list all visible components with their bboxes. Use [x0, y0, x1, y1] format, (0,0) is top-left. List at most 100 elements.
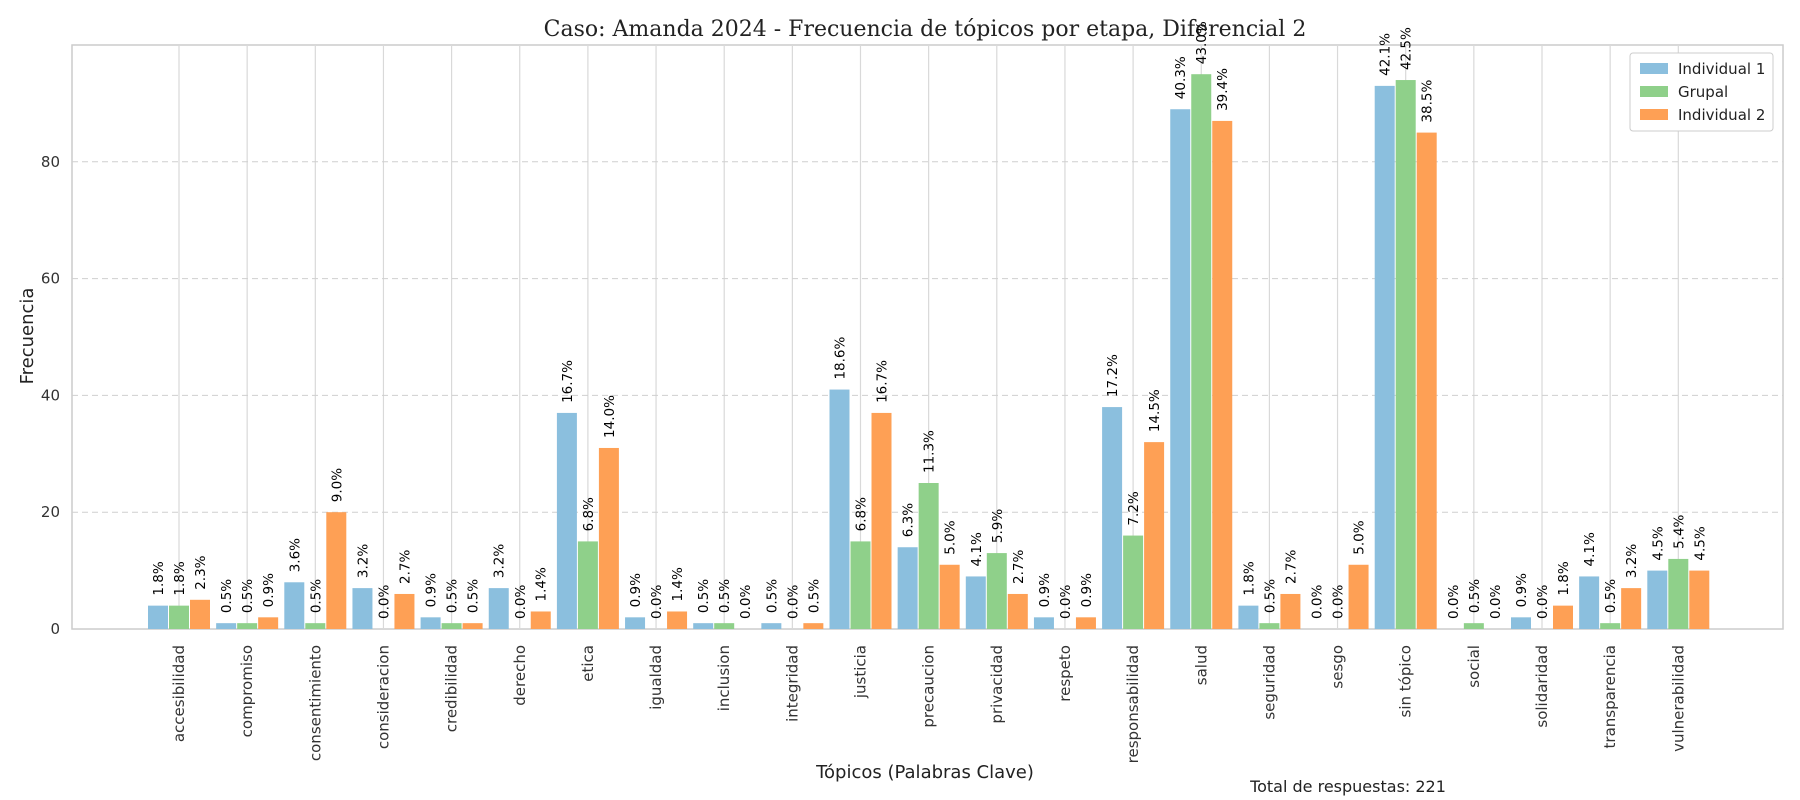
chart-title: Caso: Amanda 2024 - Frecuencia de tópico… — [544, 17, 1307, 42]
bar-percent-label: 3.2% — [492, 544, 508, 578]
bar-percent-label: 4.1% — [969, 532, 985, 566]
bar-percent-label: 38.5% — [1420, 80, 1436, 123]
bar-percent-label: 6.8% — [854, 497, 870, 531]
bar-percent-label: 0.9% — [1514, 573, 1530, 607]
bar-percent-label: 0.5% — [308, 579, 324, 613]
bar — [441, 623, 462, 629]
bar — [965, 576, 986, 629]
x-tick-label: etica — [579, 645, 597, 682]
bar — [284, 582, 305, 629]
y-tick-label: 60 — [41, 270, 60, 288]
bar — [1075, 617, 1096, 629]
bar-percent-label: 0.0% — [1535, 585, 1551, 619]
bar-percent-label: 5.0% — [1352, 520, 1368, 554]
bar-percent-label: 6.3% — [901, 503, 917, 537]
legend: Individual 1 Grupal Individual 2 — [1629, 52, 1774, 132]
x-tick-label: respeto — [1056, 645, 1074, 702]
bar — [598, 447, 619, 629]
y-tick-label: 80 — [41, 153, 60, 171]
bar — [1416, 132, 1437, 629]
bar-percent-label: 0.5% — [219, 579, 235, 613]
bar — [1553, 605, 1573, 629]
bar-percent-label: 1.8% — [1241, 561, 1257, 595]
bar — [714, 623, 735, 629]
bar-percent-label: 0.5% — [717, 579, 733, 613]
bar-percent-label: 1.8% — [151, 561, 167, 595]
x-tick-label: sesgo — [1329, 645, 1347, 689]
y-axis-title: Frecuencia — [17, 288, 38, 385]
bar — [1144, 442, 1165, 629]
bar — [1238, 605, 1259, 629]
bar-percent-label: 18.6% — [833, 337, 849, 380]
bar — [1621, 588, 1642, 629]
legend-label: Grupal — [1678, 83, 1728, 101]
bar — [1348, 564, 1369, 629]
bar-percent-label: 0.9% — [1037, 573, 1053, 607]
bar-percent-label: 0.5% — [1262, 579, 1278, 613]
bar — [1259, 623, 1280, 629]
bar-percent-label: 6.8% — [581, 497, 597, 531]
bar-percent-label: 11.3% — [922, 430, 938, 473]
bar-percent-label: 40.3% — [1173, 56, 1189, 99]
bar — [394, 593, 415, 629]
x-tick-label: justicia — [852, 645, 870, 699]
footnote-total-responses: Total de respuestas: 221 — [1249, 777, 1446, 796]
bar-percent-label: 7.2% — [1126, 491, 1142, 525]
bar-percent-label: 0.5% — [696, 579, 712, 613]
bar-percent-label: 5.0% — [943, 520, 959, 554]
bar — [625, 617, 646, 629]
bar-percent-label: 0.9% — [424, 573, 440, 607]
bar-percent-label: 0.5% — [1467, 579, 1483, 613]
bar — [1033, 617, 1054, 629]
bar — [1600, 623, 1621, 629]
bar-percent-label: 4.5% — [1650, 526, 1666, 560]
x-tick-label: salud — [1192, 645, 1210, 685]
bar — [1511, 617, 1531, 629]
bar-percent-label: 4.5% — [1692, 526, 1708, 560]
bar — [190, 599, 210, 629]
bar — [216, 623, 237, 629]
bar — [1280, 593, 1301, 629]
bar — [1463, 623, 1484, 629]
bar-percent-label: 0.5% — [806, 579, 822, 613]
x-tick-label: inclusion — [715, 645, 733, 711]
bar — [1579, 576, 1600, 629]
bar-percent-label: 4.1% — [1582, 532, 1598, 566]
bar-percent-label: 0.0% — [1310, 585, 1326, 619]
bar-percent-label: 0.5% — [466, 579, 482, 613]
bar-percent-label: 14.0% — [602, 395, 618, 438]
bar — [237, 623, 258, 629]
bar-percent-label: 0.0% — [513, 585, 529, 619]
bar — [1689, 570, 1710, 629]
x-tick-label: transparencia — [1601, 645, 1619, 748]
bar — [462, 623, 483, 629]
x-axis-title: Tópicos (Palabras Clave) — [815, 762, 1034, 783]
x-tick-label: vulnerabilidad — [1669, 645, 1687, 752]
x-tick-label: social — [1465, 645, 1483, 688]
bar — [918, 483, 939, 629]
bar-percent-label: 5.4% — [1671, 514, 1687, 548]
bar — [169, 605, 189, 629]
bar-percent-label: 1.8% — [172, 561, 188, 595]
bar-percent-label: 0.9% — [1079, 573, 1095, 607]
x-tick-label: credibilidad — [443, 645, 461, 732]
bar-percent-label: 43.0% — [1194, 21, 1210, 64]
bar-percent-label: 0.5% — [445, 579, 461, 613]
bar — [939, 564, 960, 629]
bar-percent-label: 1.4% — [534, 567, 550, 601]
bar-percent-label: 16.7% — [560, 360, 576, 403]
bar-percent-label: 2.7% — [397, 549, 413, 583]
bar — [577, 541, 598, 629]
bar — [897, 547, 918, 629]
bar-percent-label: 0.5% — [1603, 579, 1619, 613]
bar-percent-label: 0.0% — [1488, 585, 1504, 619]
bar — [850, 541, 871, 629]
bar-percent-label: 0.0% — [785, 585, 801, 619]
bar — [305, 623, 326, 629]
legend-label: Individual 2 — [1678, 106, 1765, 124]
bar — [258, 617, 279, 629]
bar-percent-label: 0.0% — [1446, 585, 1462, 619]
plot-area: 0 20 40 60 80 1.8% 0.5% 3.6% 3.2% 0.9% 3.2% 16.7% 0.… — [41, 21, 1784, 763]
bar-percent-label: 0.5% — [240, 579, 256, 613]
bar-percent-label: 2.7% — [1283, 549, 1299, 583]
